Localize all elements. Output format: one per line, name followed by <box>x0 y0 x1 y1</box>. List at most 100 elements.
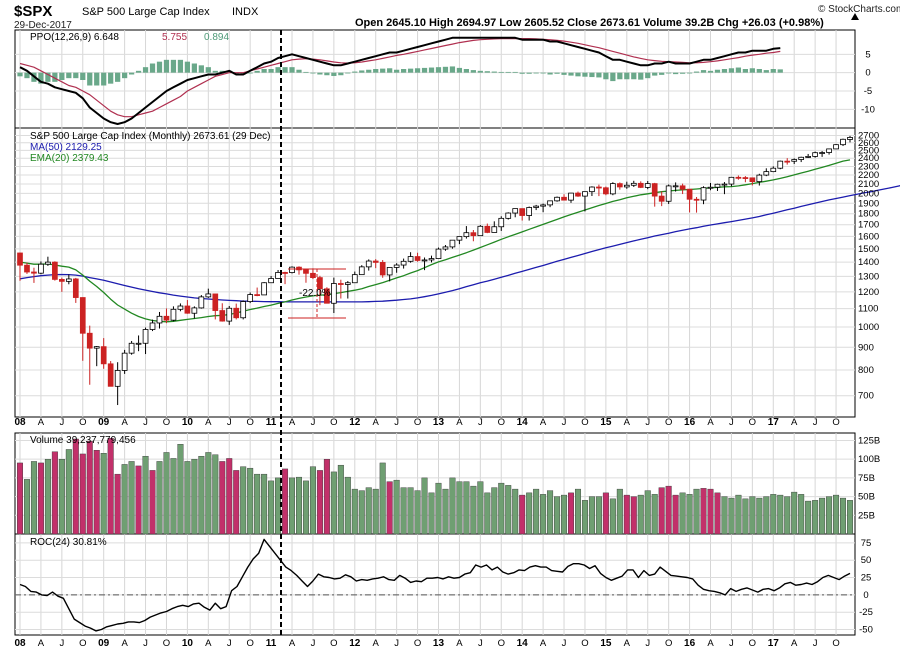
candle-body <box>547 200 553 206</box>
volume-bar <box>812 500 819 535</box>
volume-bar <box>777 494 784 535</box>
price-tick-label: 1700 <box>858 220 879 231</box>
roc-tick-label: -50 <box>859 625 873 636</box>
ppo-histogram-bar <box>142 67 149 73</box>
x-tick-label: A <box>289 417 296 428</box>
candle-body <box>812 152 818 157</box>
candle-body <box>568 192 574 201</box>
volume-bar <box>819 497 826 535</box>
volume-bar <box>372 488 379 535</box>
candle-body <box>477 225 484 237</box>
volume-bar <box>568 492 574 535</box>
volume-bar <box>512 488 519 535</box>
candle-body <box>337 283 344 285</box>
ppo-histogram-bar <box>610 72 616 82</box>
x-tick-label-bottom: A <box>707 638 714 649</box>
x-tick-label: J <box>645 417 650 428</box>
candle-body <box>86 332 93 349</box>
candle-body <box>121 352 128 371</box>
ppo-histogram-bar <box>512 71 518 73</box>
candle-body <box>198 296 205 309</box>
volume-bar <box>316 470 323 535</box>
x-tick-label-bottom: 10 <box>182 638 194 649</box>
x-tick-label-bottom: A <box>121 638 128 649</box>
candle-body <box>610 183 616 195</box>
volume-bar <box>609 498 616 535</box>
price-tick-label: 700 <box>858 391 874 402</box>
volume-tick-label: 50B <box>858 492 875 503</box>
candle-body <box>505 212 512 219</box>
candle-body <box>512 208 519 214</box>
exchange-label: INDX <box>232 6 259 18</box>
ppo-histogram-bar <box>421 67 428 73</box>
price-tick-label: 2400 <box>858 153 879 164</box>
ppo-histogram-bar <box>568 72 574 76</box>
x-tick-label: A <box>456 417 463 428</box>
ppo-histogram-bar <box>721 69 728 73</box>
x-tick-label: A <box>38 417 45 428</box>
ppo-histogram-bar <box>345 72 351 74</box>
ppo-histogram-bar <box>289 67 295 73</box>
candle-body <box>351 274 358 284</box>
candle-body <box>616 183 623 188</box>
x-tick-label: J <box>478 417 483 428</box>
candle-body <box>589 186 595 193</box>
x-tick-label: O <box>832 417 839 428</box>
volume-tick-label: 25B <box>858 510 875 521</box>
volume-bar <box>261 473 268 535</box>
volume-bar <box>554 496 561 535</box>
x-tick-label: A <box>121 417 128 428</box>
ppo-histogram-bar <box>373 69 379 73</box>
volume-bar <box>498 482 505 535</box>
volume-bar <box>142 455 149 535</box>
x-tick-label: J <box>394 417 399 428</box>
x-tick-label-bottom: A <box>540 638 547 649</box>
volume-bar <box>651 494 658 535</box>
ppo-histogram-bar <box>589 72 595 78</box>
chart-date: 29-Dec-2017 <box>14 20 72 31</box>
candle-body <box>693 198 700 201</box>
ppo-histogram-bar <box>177 59 184 73</box>
x-tick-label: A <box>205 417 212 428</box>
candle-body <box>52 261 58 280</box>
symbol-title: $SPX <box>14 3 52 20</box>
volume-bar <box>449 477 456 535</box>
candle-body <box>777 160 784 169</box>
volume-bar <box>714 492 721 535</box>
ppo-histogram-bar <box>380 68 386 73</box>
candle-body <box>407 256 414 262</box>
volume-bar <box>296 476 302 535</box>
volume-bar <box>414 490 421 535</box>
volume-bar <box>379 462 386 535</box>
candle-body <box>219 310 226 322</box>
volume-bar <box>51 451 58 535</box>
volume-bar <box>191 458 198 535</box>
ppo-histogram-bar <box>435 67 442 73</box>
ppo-panel <box>14 29 856 129</box>
ppo-histogram-bar <box>156 61 163 73</box>
quote-summary: Open 2645.10 High 2694.97 Low 2605.52 Cl… <box>355 17 824 29</box>
candle-body <box>24 264 30 273</box>
ppo-histogram-bar <box>638 72 644 80</box>
candle-body <box>449 239 456 248</box>
candle-body <box>847 137 853 140</box>
x-tick-label-bottom: 14 <box>517 638 529 649</box>
candle-body <box>107 363 114 387</box>
volume-bar <box>428 492 435 535</box>
x-tick-label-bottom: O <box>330 638 337 649</box>
volume-bar <box>658 487 665 535</box>
candle-body <box>177 305 184 310</box>
volume-bar <box>184 461 191 535</box>
ppo-histogram-bar <box>122 72 128 79</box>
candle-body <box>805 156 811 158</box>
candle-body <box>247 294 254 302</box>
ppo-histogram-bar <box>317 72 323 75</box>
ppo-histogram-bar <box>38 72 44 84</box>
volume-bar <box>693 488 700 535</box>
x-tick-label-bottom: J <box>729 638 734 649</box>
volume-bar <box>756 497 763 535</box>
x-tick-label: J <box>813 417 818 428</box>
candle-body <box>324 288 330 304</box>
ppo-signal-line <box>19 37 781 118</box>
candle-body <box>561 196 567 201</box>
